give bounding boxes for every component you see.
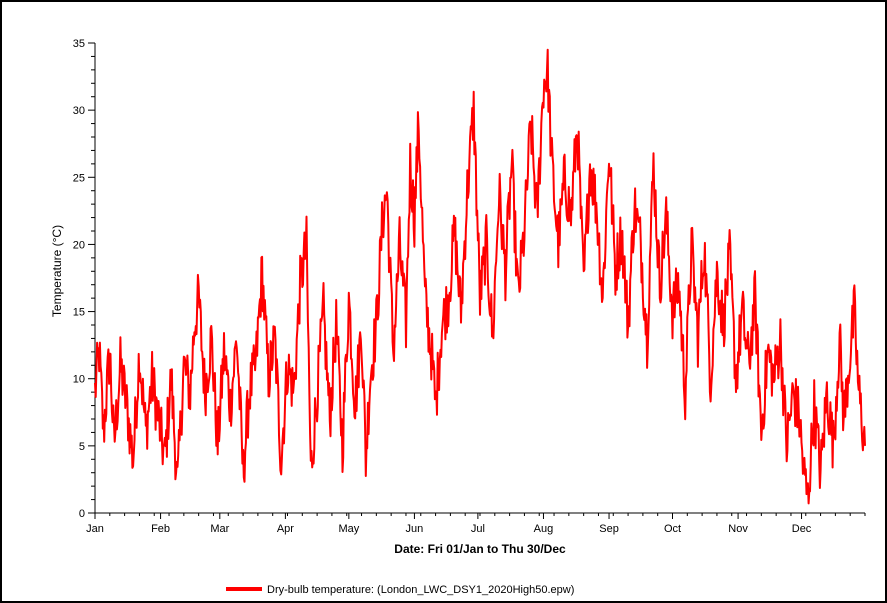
x-tick-label: May (338, 523, 359, 535)
x-axis-title: Date: Fri 01/Jan to Thu 30/Dec (394, 542, 566, 556)
y-tick-label: 35 (73, 38, 85, 50)
x-tick-label: Mar (210, 523, 229, 535)
x-tick-label: Oct (664, 523, 681, 535)
x-tick-label: Jan (86, 523, 104, 535)
y-tick-label: 15 (73, 307, 85, 319)
y-tick-label: 20 (73, 239, 85, 251)
x-tick-label: Jul (471, 523, 485, 535)
y-tick-label: 5 (79, 441, 85, 453)
x-axis: Jan Feb Mar Apr May Jun Jul Aug Sep Oct Nov Dec (86, 512, 866, 535)
x-tick-label: Apr (277, 523, 294, 535)
y-tick-label: 10 (73, 374, 85, 386)
y-tick-label: 30 (73, 105, 85, 117)
y-tick-label: 0 (79, 508, 85, 520)
x-tick-label: Feb (151, 523, 170, 535)
x-tick-label: Aug (534, 523, 554, 535)
y-axis-title: Temperature (°C) (50, 225, 64, 317)
x-tick-label: Nov (728, 523, 748, 535)
y-axis: 0 5 10 15 20 25 30 35 (73, 38, 96, 520)
plot-area (94, 48, 866, 505)
x-tick-label: Jun (406, 523, 424, 535)
x-tick-label: Sep (599, 523, 619, 535)
legend: Dry-bulb temperature: (London_LWC_DSY1_2… (226, 584, 574, 596)
y-tick-label: 25 (73, 172, 85, 184)
legend-label: Dry-bulb temperature: (London_LWC_DSY1_2… (267, 584, 574, 596)
series-line-dry-bulb-temperature (94, 48, 866, 505)
x-tick-label: Dec (792, 523, 812, 535)
